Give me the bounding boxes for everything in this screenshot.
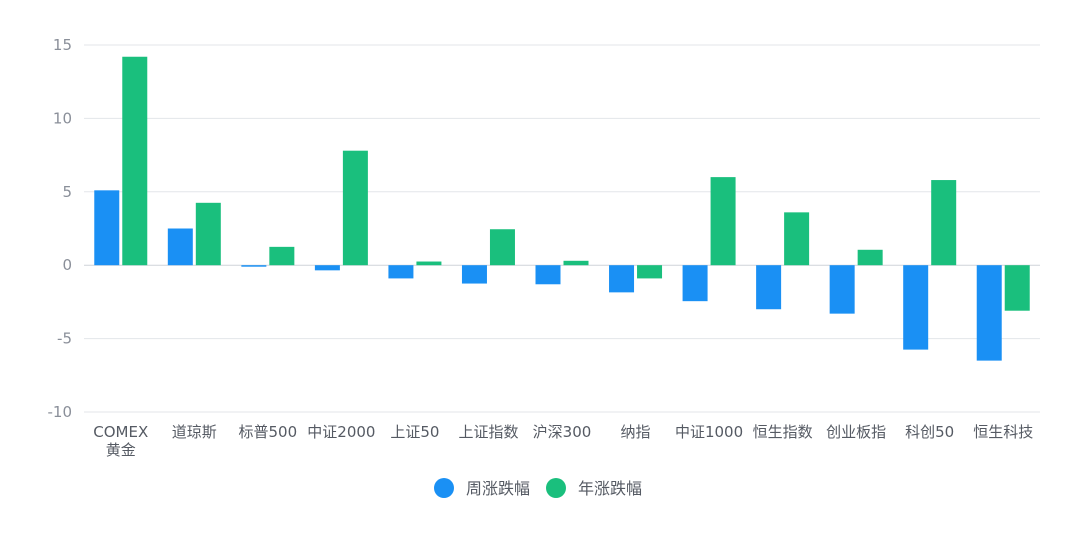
x-category-label: 中证1000: [675, 423, 743, 441]
x-category-label: 道琼斯: [172, 423, 217, 441]
legend-label: 周涨跌幅: [466, 479, 530, 498]
yearly-change-bar[interactable]: [195, 202, 221, 266]
weekly-change-bar[interactable]: [535, 265, 561, 285]
weekly-change-bar[interactable]: [756, 265, 782, 310]
y-tick-label: 0: [62, 256, 72, 274]
weekly-change-bar[interactable]: [461, 265, 487, 284]
x-category-label: 上证指数: [458, 423, 518, 441]
yearly-change-bar[interactable]: [784, 212, 810, 266]
legend-marker-icon: [546, 478, 566, 498]
weekly-change-bar[interactable]: [314, 265, 340, 271]
yearly-change-bar[interactable]: [857, 249, 883, 266]
weekly-change-bar[interactable]: [167, 228, 193, 266]
y-tick-label: -10: [48, 403, 73, 421]
x-category-label: 恒生科技: [973, 423, 1033, 441]
yearly-change-bar[interactable]: [122, 56, 148, 266]
legend-item-yearly[interactable]: 年涨跌幅: [546, 478, 642, 498]
x-category-label: 创业板指: [826, 423, 886, 441]
x-category-label: 科创50: [905, 423, 954, 441]
legend-item-weekly[interactable]: 周涨跌幅: [434, 478, 530, 498]
weekly-change-bar[interactable]: [94, 190, 120, 266]
x-category-label: 恒生指数: [753, 423, 813, 441]
weekly-change-bar[interactable]: [903, 265, 929, 350]
weekly-change-bar[interactable]: [829, 265, 855, 314]
y-axis-ticks: 15 10 5 0 -5 -10: [48, 36, 73, 421]
yearly-change-bar[interactable]: [710, 177, 736, 266]
weekly-change-bar[interactable]: [682, 265, 708, 302]
yearly-change-bar[interactable]: [489, 229, 515, 266]
x-category-label: 沪深300: [533, 423, 592, 441]
weekly-change-bar[interactable]: [976, 265, 1002, 361]
x-category-label: 标普500: [239, 423, 298, 441]
y-tick-label: 5: [62, 183, 72, 201]
x-category-label: 黄金: [106, 441, 136, 459]
weekly-change-bar[interactable]: [388, 265, 414, 279]
yearly-change-bar[interactable]: [563, 260, 589, 266]
x-category-label: 中证2000: [307, 423, 375, 441]
yearly-change-bar[interactable]: [342, 150, 368, 266]
bars: [94, 56, 1030, 361]
legend-label: 年涨跌幅: [578, 479, 642, 498]
yearly-change-bar[interactable]: [416, 261, 442, 266]
gridlines: [84, 44, 1040, 413]
yearly-change-bar[interactable]: [269, 246, 295, 266]
legend[interactable]: 周涨跌幅 年涨跌幅: [434, 478, 642, 498]
weekly-change-bar[interactable]: [241, 265, 267, 267]
legend-marker-icon: [434, 478, 454, 498]
yearly-change-bar[interactable]: [637, 265, 663, 279]
weekly-change-bar[interactable]: [609, 265, 635, 293]
y-tick-label: 10: [53, 109, 72, 127]
y-tick-label: -5: [57, 330, 72, 348]
x-category-label: 纳指: [621, 423, 651, 441]
y-tick-label: 15: [53, 36, 72, 54]
x-category-label: COMEX: [93, 423, 148, 441]
x-category-label: 上证50: [390, 423, 439, 441]
yearly-change-bar[interactable]: [931, 180, 957, 266]
yearly-change-bar[interactable]: [1004, 265, 1030, 311]
